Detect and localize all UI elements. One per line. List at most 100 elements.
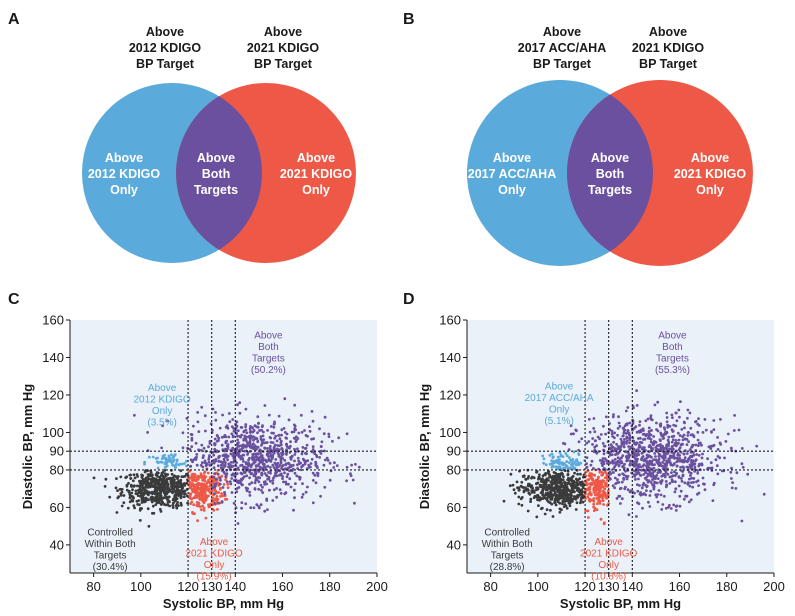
data-point-group-3 bbox=[252, 457, 256, 460]
data-point-group-3 bbox=[288, 477, 292, 481]
data-point-group-0 bbox=[171, 504, 175, 507]
data-point-group-0 bbox=[163, 472, 167, 476]
data-point-group-0 bbox=[538, 473, 541, 476]
data-point-group-3 bbox=[639, 445, 642, 449]
data-point-group-3 bbox=[265, 482, 269, 486]
data-point-group-0 bbox=[522, 474, 526, 478]
data-point-group-3 bbox=[697, 442, 701, 445]
data-point-group-3 bbox=[623, 438, 626, 441]
data-point-group-0 bbox=[129, 477, 133, 480]
data-point-group-3 bbox=[619, 448, 623, 452]
data-point-group-3 bbox=[208, 463, 212, 467]
data-point-group-3 bbox=[268, 436, 272, 439]
data-point-group-3 bbox=[226, 454, 230, 458]
data-point-group-0 bbox=[179, 489, 183, 493]
data-point-group-0 bbox=[155, 501, 159, 504]
data-point-group-3 bbox=[592, 427, 596, 430]
data-point-group-0 bbox=[517, 495, 521, 499]
data-point-group-3 bbox=[253, 481, 257, 485]
data-point-group-3 bbox=[686, 482, 690, 486]
data-point-group-3 bbox=[216, 464, 220, 468]
data-point-group-3 bbox=[618, 473, 621, 477]
data-point-group-3 bbox=[689, 498, 693, 502]
data-point-group-3 bbox=[693, 465, 697, 469]
data-point-group-3 bbox=[261, 424, 264, 428]
data-point-group-3 bbox=[303, 429, 306, 432]
data-point-group-3 bbox=[282, 480, 285, 484]
data-point-group-2 bbox=[596, 493, 600, 496]
data-point-group-3 bbox=[283, 471, 286, 475]
data-point-group-3 bbox=[241, 477, 244, 481]
data-point-group-2 bbox=[587, 492, 591, 496]
data-point-group-1 bbox=[548, 462, 552, 466]
data-point-group-3 bbox=[686, 434, 690, 437]
data-point-group-3 bbox=[663, 452, 666, 456]
data-point-group-0 bbox=[579, 501, 582, 505]
data-point-group-2 bbox=[226, 482, 230, 486]
data-point-group-3 bbox=[297, 431, 301, 435]
data-point-group-3 bbox=[161, 424, 165, 428]
data-point-group-0 bbox=[133, 476, 137, 480]
data-point-group-3 bbox=[613, 465, 617, 468]
data-point-group-3 bbox=[714, 458, 718, 462]
data-point-group-0 bbox=[145, 497, 148, 501]
data-point-group-0 bbox=[522, 490, 526, 494]
data-point-group-3 bbox=[654, 455, 657, 458]
data-point-group-0 bbox=[529, 497, 533, 501]
data-point-group-3 bbox=[635, 515, 638, 518]
data-point-group-0 bbox=[545, 508, 549, 512]
data-point-group-3 bbox=[255, 447, 258, 451]
data-point-group-3 bbox=[622, 442, 626, 446]
data-point-group-3 bbox=[591, 443, 594, 446]
data-point-group-3 bbox=[248, 476, 252, 480]
data-point-group-3 bbox=[672, 434, 676, 438]
data-point-group-3 bbox=[674, 424, 678, 428]
data-point-group-0 bbox=[558, 475, 562, 479]
data-point-group-3 bbox=[263, 480, 267, 484]
data-point-group-3 bbox=[230, 425, 234, 428]
data-point-group-1 bbox=[161, 454, 165, 458]
data-point-group-1 bbox=[156, 466, 160, 470]
data-point-group-3 bbox=[638, 423, 641, 427]
data-point-group-3 bbox=[271, 455, 274, 459]
data-point-group-0 bbox=[521, 485, 524, 489]
x-tick-label: 200 bbox=[366, 579, 388, 594]
data-point-group-3 bbox=[239, 464, 243, 467]
data-point-group-3 bbox=[297, 459, 301, 463]
data-point-group-3 bbox=[688, 477, 691, 481]
data-point-group-3 bbox=[244, 439, 248, 442]
data-point-group-3 bbox=[313, 473, 317, 477]
data-point-group-0 bbox=[526, 484, 530, 488]
data-point-group-0 bbox=[566, 473, 570, 476]
data-point-group-0 bbox=[141, 494, 145, 498]
data-point-group-3 bbox=[709, 461, 713, 465]
data-point-group-0 bbox=[556, 484, 560, 488]
data-point-group-3 bbox=[261, 434, 265, 438]
data-point-group-2 bbox=[203, 487, 207, 491]
data-point-group-3 bbox=[615, 497, 619, 500]
data-point-group-3 bbox=[659, 432, 663, 436]
data-point-group-3 bbox=[696, 430, 700, 434]
data-point-group-1 bbox=[567, 461, 571, 464]
x-tick-label: 180 bbox=[319, 579, 341, 594]
data-point-group-2 bbox=[215, 495, 219, 498]
data-point-group-3 bbox=[255, 478, 259, 482]
data-point-group-3 bbox=[672, 470, 676, 474]
data-point-group-3 bbox=[670, 440, 674, 444]
data-point-group-3 bbox=[203, 414, 207, 418]
data-point-group-0 bbox=[565, 482, 569, 486]
data-point-group-3 bbox=[268, 479, 272, 483]
data-point-group-0 bbox=[175, 506, 179, 510]
data-point-group-3 bbox=[694, 443, 698, 447]
data-point-group-3 bbox=[293, 427, 297, 431]
data-point-group-0 bbox=[125, 483, 129, 487]
data-point-group-0 bbox=[552, 481, 555, 485]
x-tick-label: 180 bbox=[716, 579, 738, 594]
data-point-group-3 bbox=[641, 483, 645, 487]
data-point-group-0 bbox=[543, 512, 547, 516]
data-point-group-3 bbox=[268, 444, 272, 448]
data-point-group-3 bbox=[655, 428, 658, 431]
data-point-group-3 bbox=[601, 457, 605, 460]
data-point-group-3 bbox=[628, 441, 631, 445]
data-point-group-3 bbox=[267, 449, 270, 453]
